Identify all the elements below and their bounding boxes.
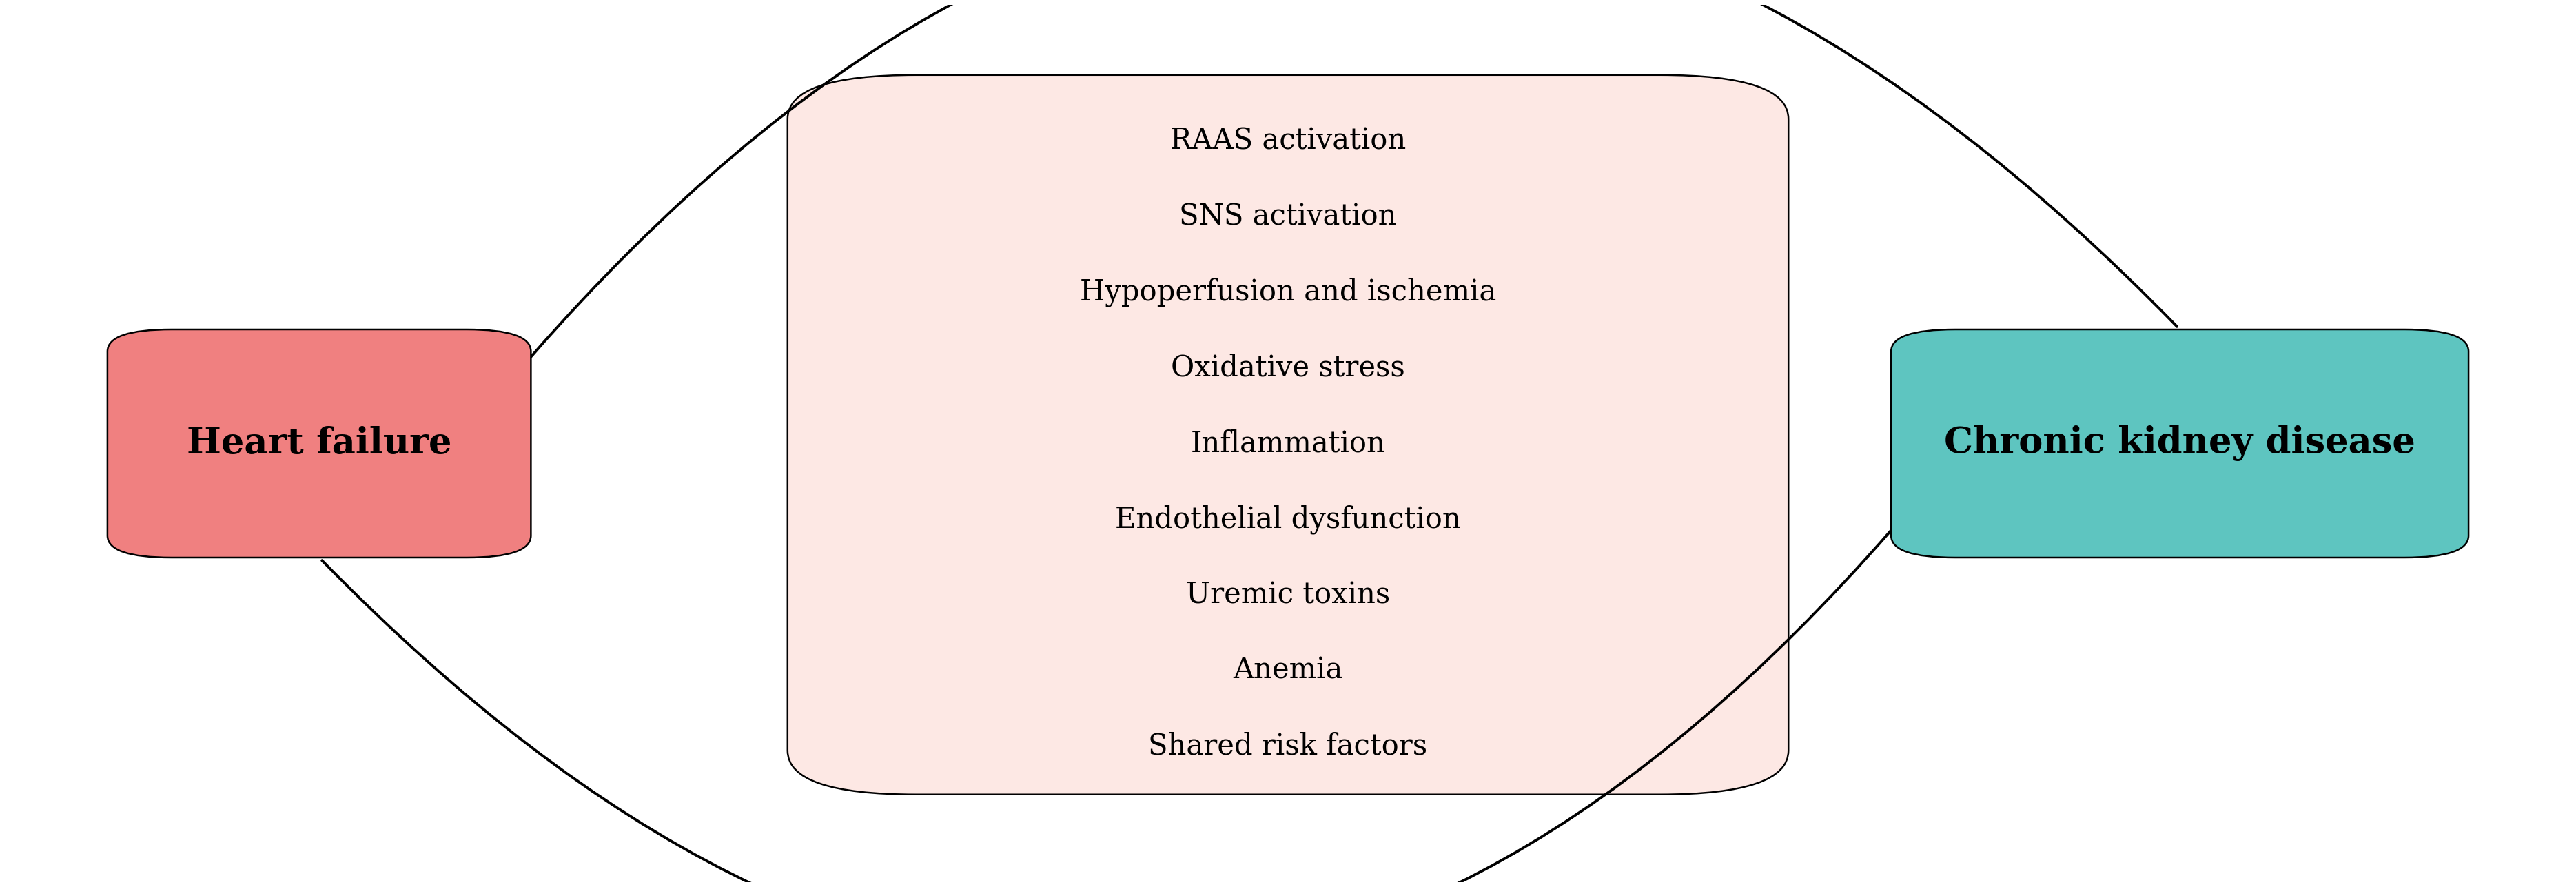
Text: Oxidative stress: Oxidative stress <box>1172 353 1404 382</box>
Text: Heart failure: Heart failure <box>185 426 451 461</box>
Text: Inflammation: Inflammation <box>1190 429 1386 458</box>
FancyBboxPatch shape <box>1891 329 2468 558</box>
Text: Uremic toxins: Uremic toxins <box>1185 580 1391 609</box>
Text: Anemia: Anemia <box>1234 656 1342 685</box>
Text: SNS activation: SNS activation <box>1180 202 1396 231</box>
FancyBboxPatch shape <box>788 75 1788 795</box>
FancyArrowPatch shape <box>507 0 2177 385</box>
Text: Endothelial dysfunction: Endothelial dysfunction <box>1115 505 1461 534</box>
Text: RAAS activation: RAAS activation <box>1170 126 1406 155</box>
Text: Shared risk factors: Shared risk factors <box>1149 732 1427 761</box>
FancyArrowPatch shape <box>322 502 1917 887</box>
Text: Chronic kidney disease: Chronic kidney disease <box>1945 426 2416 461</box>
FancyBboxPatch shape <box>108 329 531 558</box>
Text: Hypoperfusion and ischemia: Hypoperfusion and ischemia <box>1079 278 1497 307</box>
